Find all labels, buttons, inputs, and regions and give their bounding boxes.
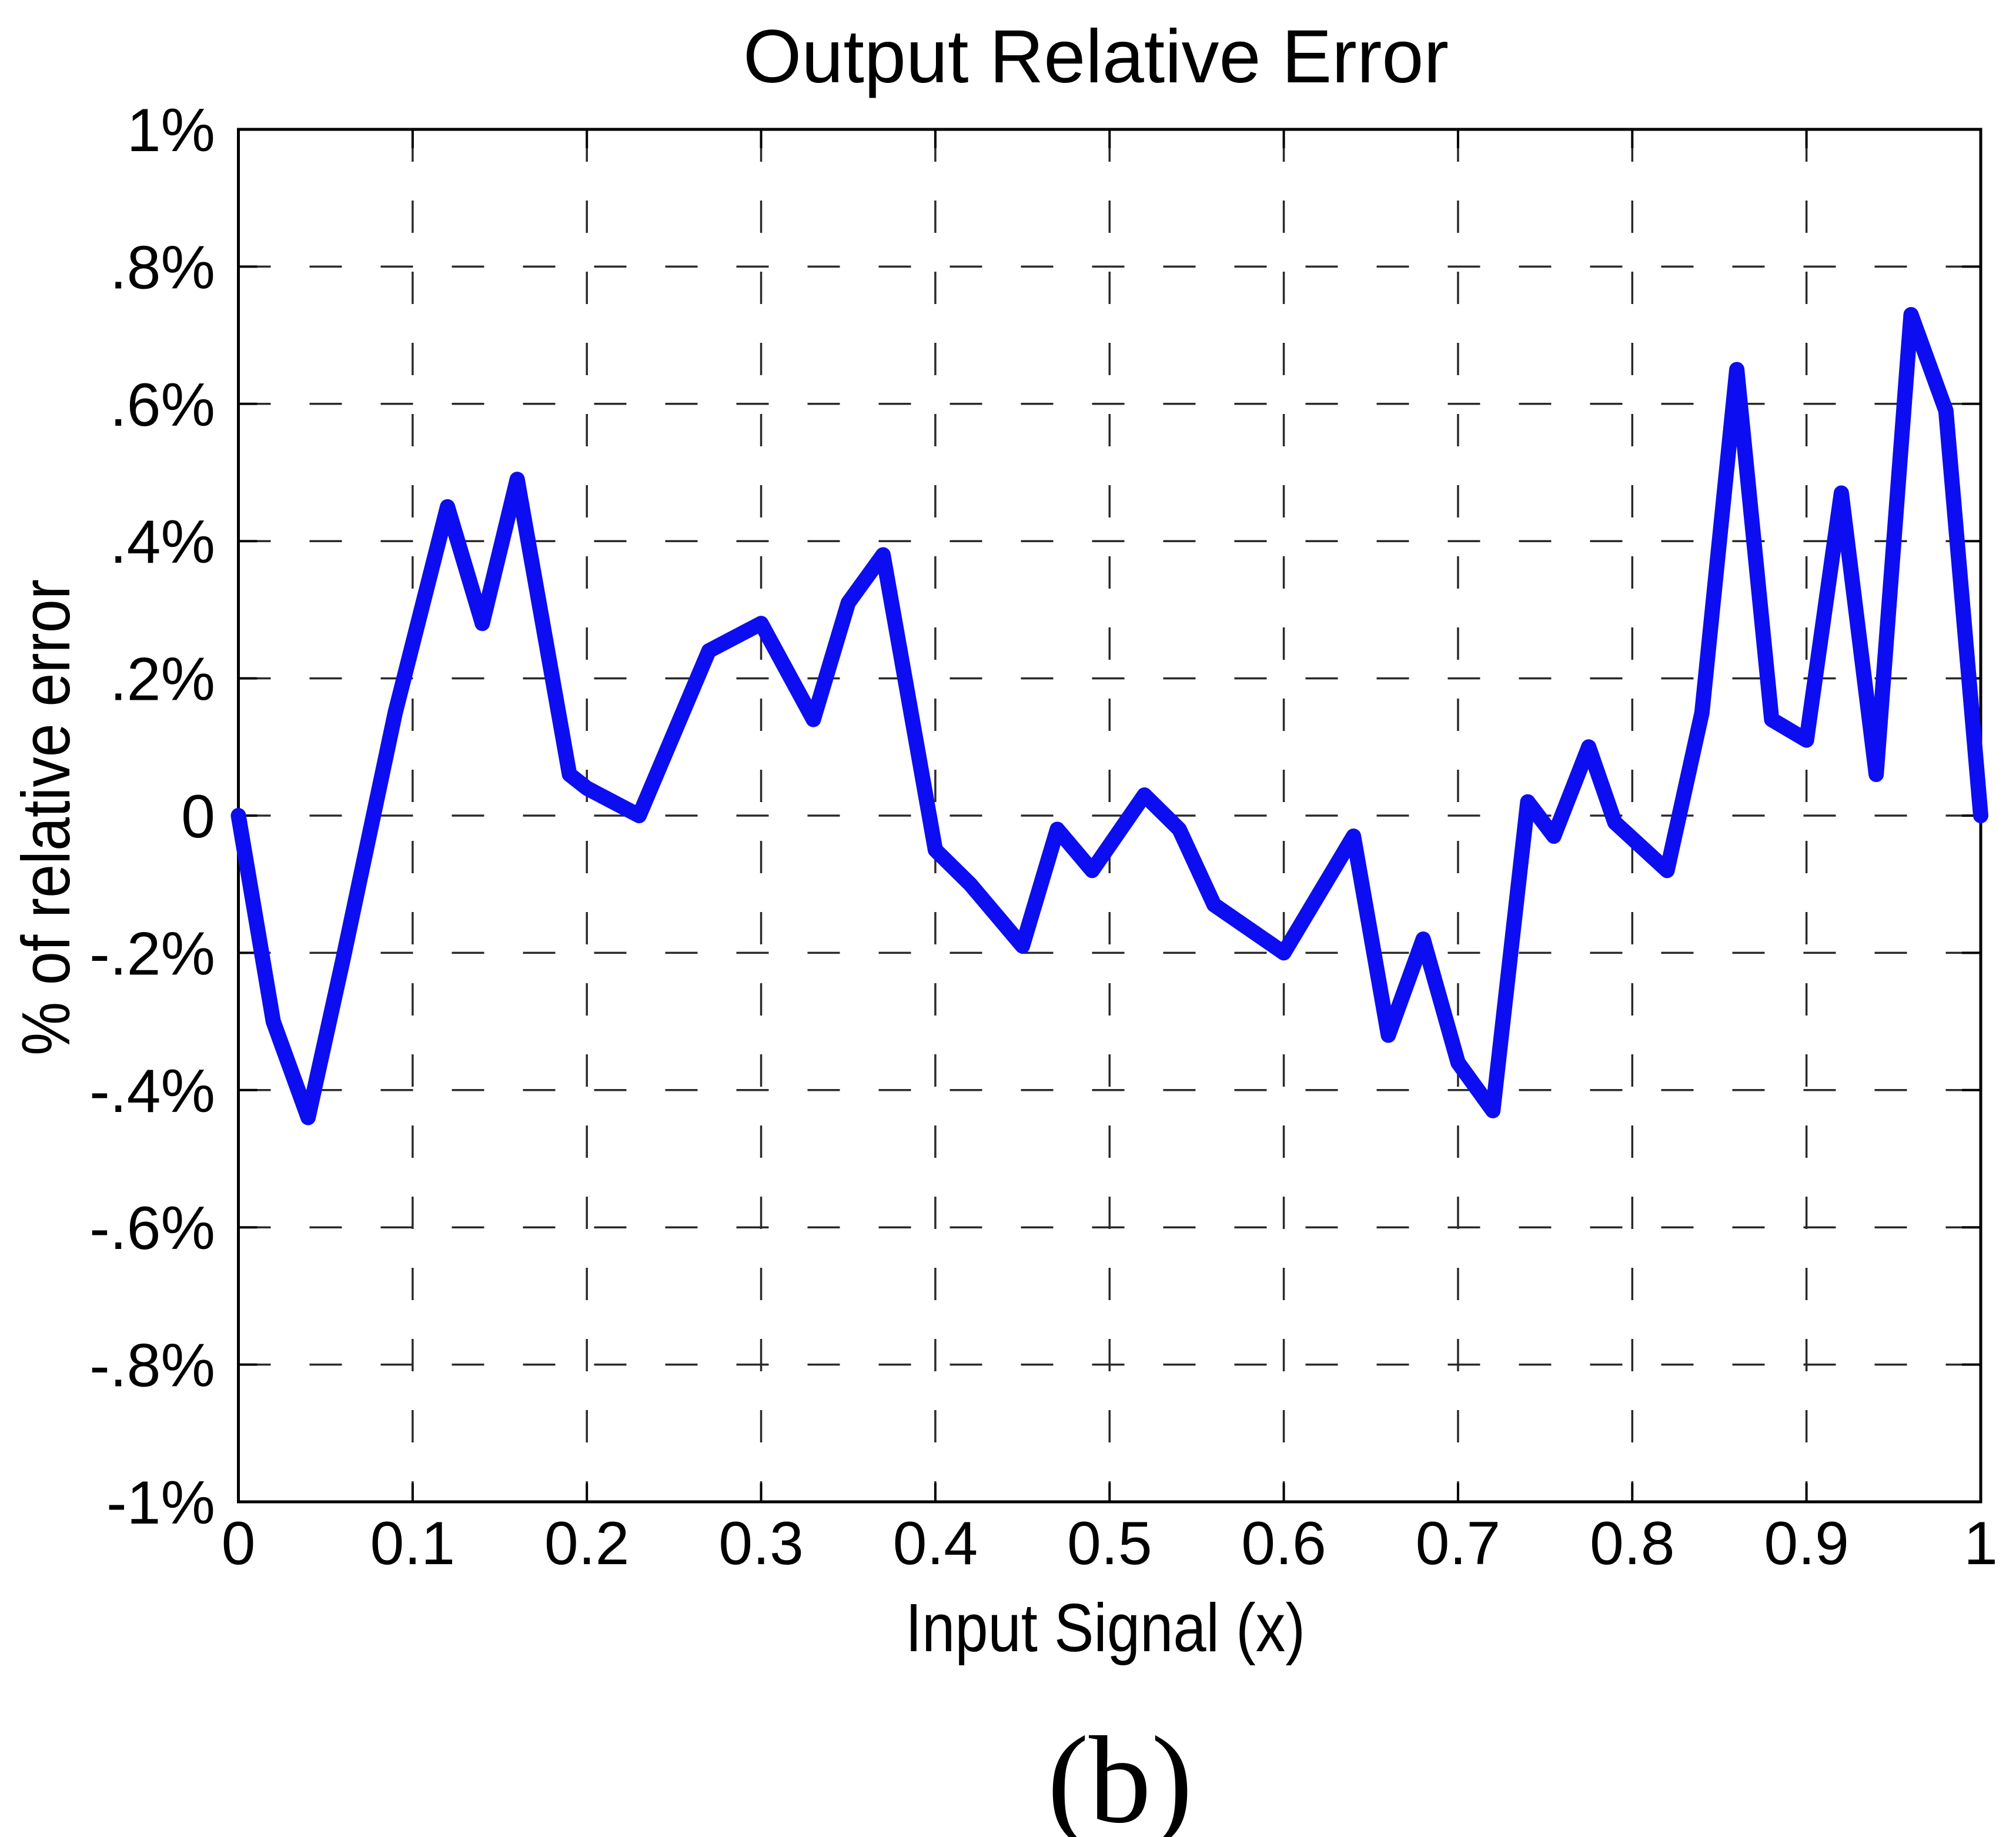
x-tick-label: 0.2 (544, 1509, 630, 1578)
y-tick-label: .4% (110, 508, 215, 576)
x-axis-label: Input Signal (x) (905, 1589, 1305, 1666)
x-tick-label: 0.1 (370, 1509, 456, 1578)
figure-caption: (b) (1047, 1711, 1192, 1837)
y-tick-labels: 1% .8% .6% .4% .2% 0 -.2% -.4% -.6% -.8% -1% (89, 96, 215, 1537)
x-tick-labels: 0 0.1 0.2 0.3 0.4 0.5 0.6 0.7 0.8 0.9 1 (222, 1509, 1998, 1578)
gridlines (238, 129, 1981, 1502)
x-tick-label: 0.4 (893, 1509, 978, 1578)
y-tick-label: .2% (110, 646, 215, 714)
y-tick-label: -.2% (89, 920, 215, 988)
y-tick-label: 1% (127, 96, 215, 165)
x-tick-label: 0.8 (1590, 1509, 1675, 1578)
y-tick-label: -.6% (89, 1194, 215, 1262)
x-tick-label: 0.3 (718, 1509, 804, 1578)
x-tick-label: 0.5 (1067, 1509, 1152, 1578)
y-tick-label: -.4% (89, 1057, 215, 1125)
x-tick-label: 0.6 (1241, 1509, 1326, 1578)
y-tick-label: .8% (110, 233, 215, 302)
x-tick-label: 0.9 (1764, 1509, 1849, 1578)
y-tick-label: 0 (181, 783, 215, 851)
y-axis-label: % of relative error (8, 579, 84, 1056)
y-tick-label: -.8% (89, 1332, 215, 1400)
y-tick-label: -1% (106, 1469, 215, 1537)
x-tick-label: 1 (1964, 1509, 1998, 1578)
series-line-output-relative-error (230, 307, 1988, 1125)
y-tick-label: .6% (110, 371, 215, 439)
x-tick-label: 0 (222, 1509, 256, 1578)
chart-title: Output Relative Error (743, 15, 1449, 99)
x-tick-label: 0.7 (1416, 1509, 1501, 1578)
